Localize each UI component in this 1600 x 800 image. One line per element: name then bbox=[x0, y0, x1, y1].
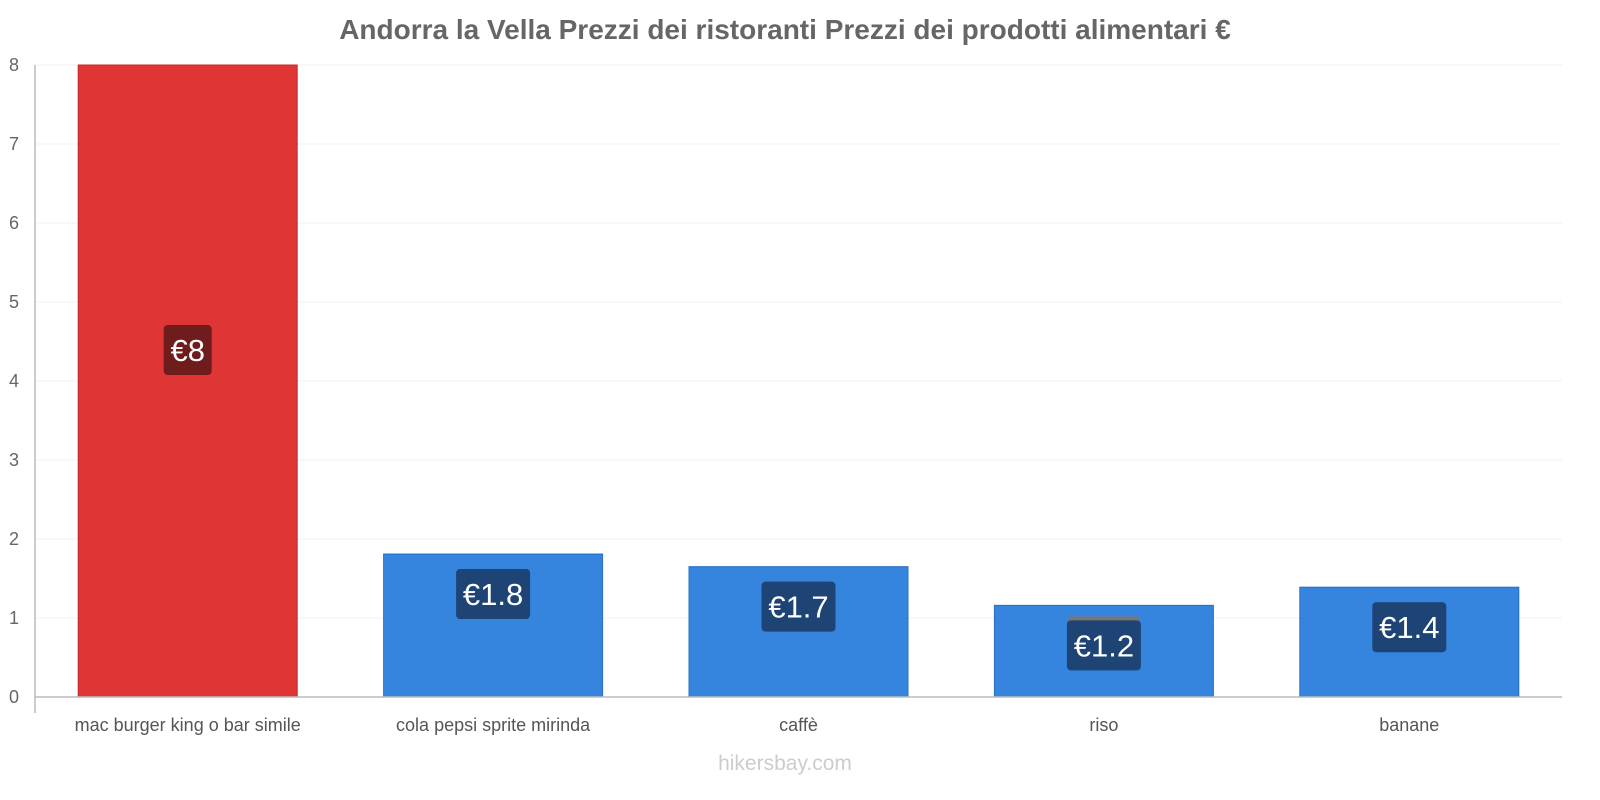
source-watermark: hikersbay.com bbox=[718, 752, 852, 775]
x-tick-label: caffè bbox=[779, 715, 818, 735]
data-label-box bbox=[1372, 602, 1447, 653]
data-label-box bbox=[456, 569, 531, 620]
data-label-box bbox=[761, 581, 836, 632]
y-tick-label: 0 bbox=[9, 687, 19, 707]
data-label-box bbox=[163, 325, 212, 375]
x-tick-label: banane bbox=[1379, 715, 1439, 735]
y-tick-label: 6 bbox=[9, 213, 19, 233]
chart-title: Andorra la Vella Prezzi dei ristoranti P… bbox=[339, 14, 1231, 45]
bar bbox=[77, 64, 298, 698]
y-tick-label: 2 bbox=[9, 529, 19, 549]
y-tick-label: 8 bbox=[9, 55, 19, 75]
y-tick-label: 3 bbox=[9, 450, 19, 470]
y-tick-label: 4 bbox=[9, 371, 19, 391]
y-tick-label: 7 bbox=[9, 134, 19, 154]
y-tick-label: 5 bbox=[9, 292, 19, 312]
y-tick-label: 1 bbox=[9, 608, 19, 628]
data-label: €1.7 bbox=[768, 590, 828, 625]
data-label: €8 bbox=[170, 333, 204, 368]
data-label: €1.4 bbox=[1379, 610, 1439, 645]
data-label-box bbox=[1066, 620, 1141, 671]
x-tick-label: riso bbox=[1089, 715, 1118, 735]
x-tick-label: mac burger king o bar simile bbox=[75, 715, 301, 735]
x-tick-label: cola pepsi sprite mirinda bbox=[396, 715, 591, 735]
data-label: €1.8 bbox=[463, 577, 523, 612]
data-label: €1.2 bbox=[1074, 628, 1134, 663]
